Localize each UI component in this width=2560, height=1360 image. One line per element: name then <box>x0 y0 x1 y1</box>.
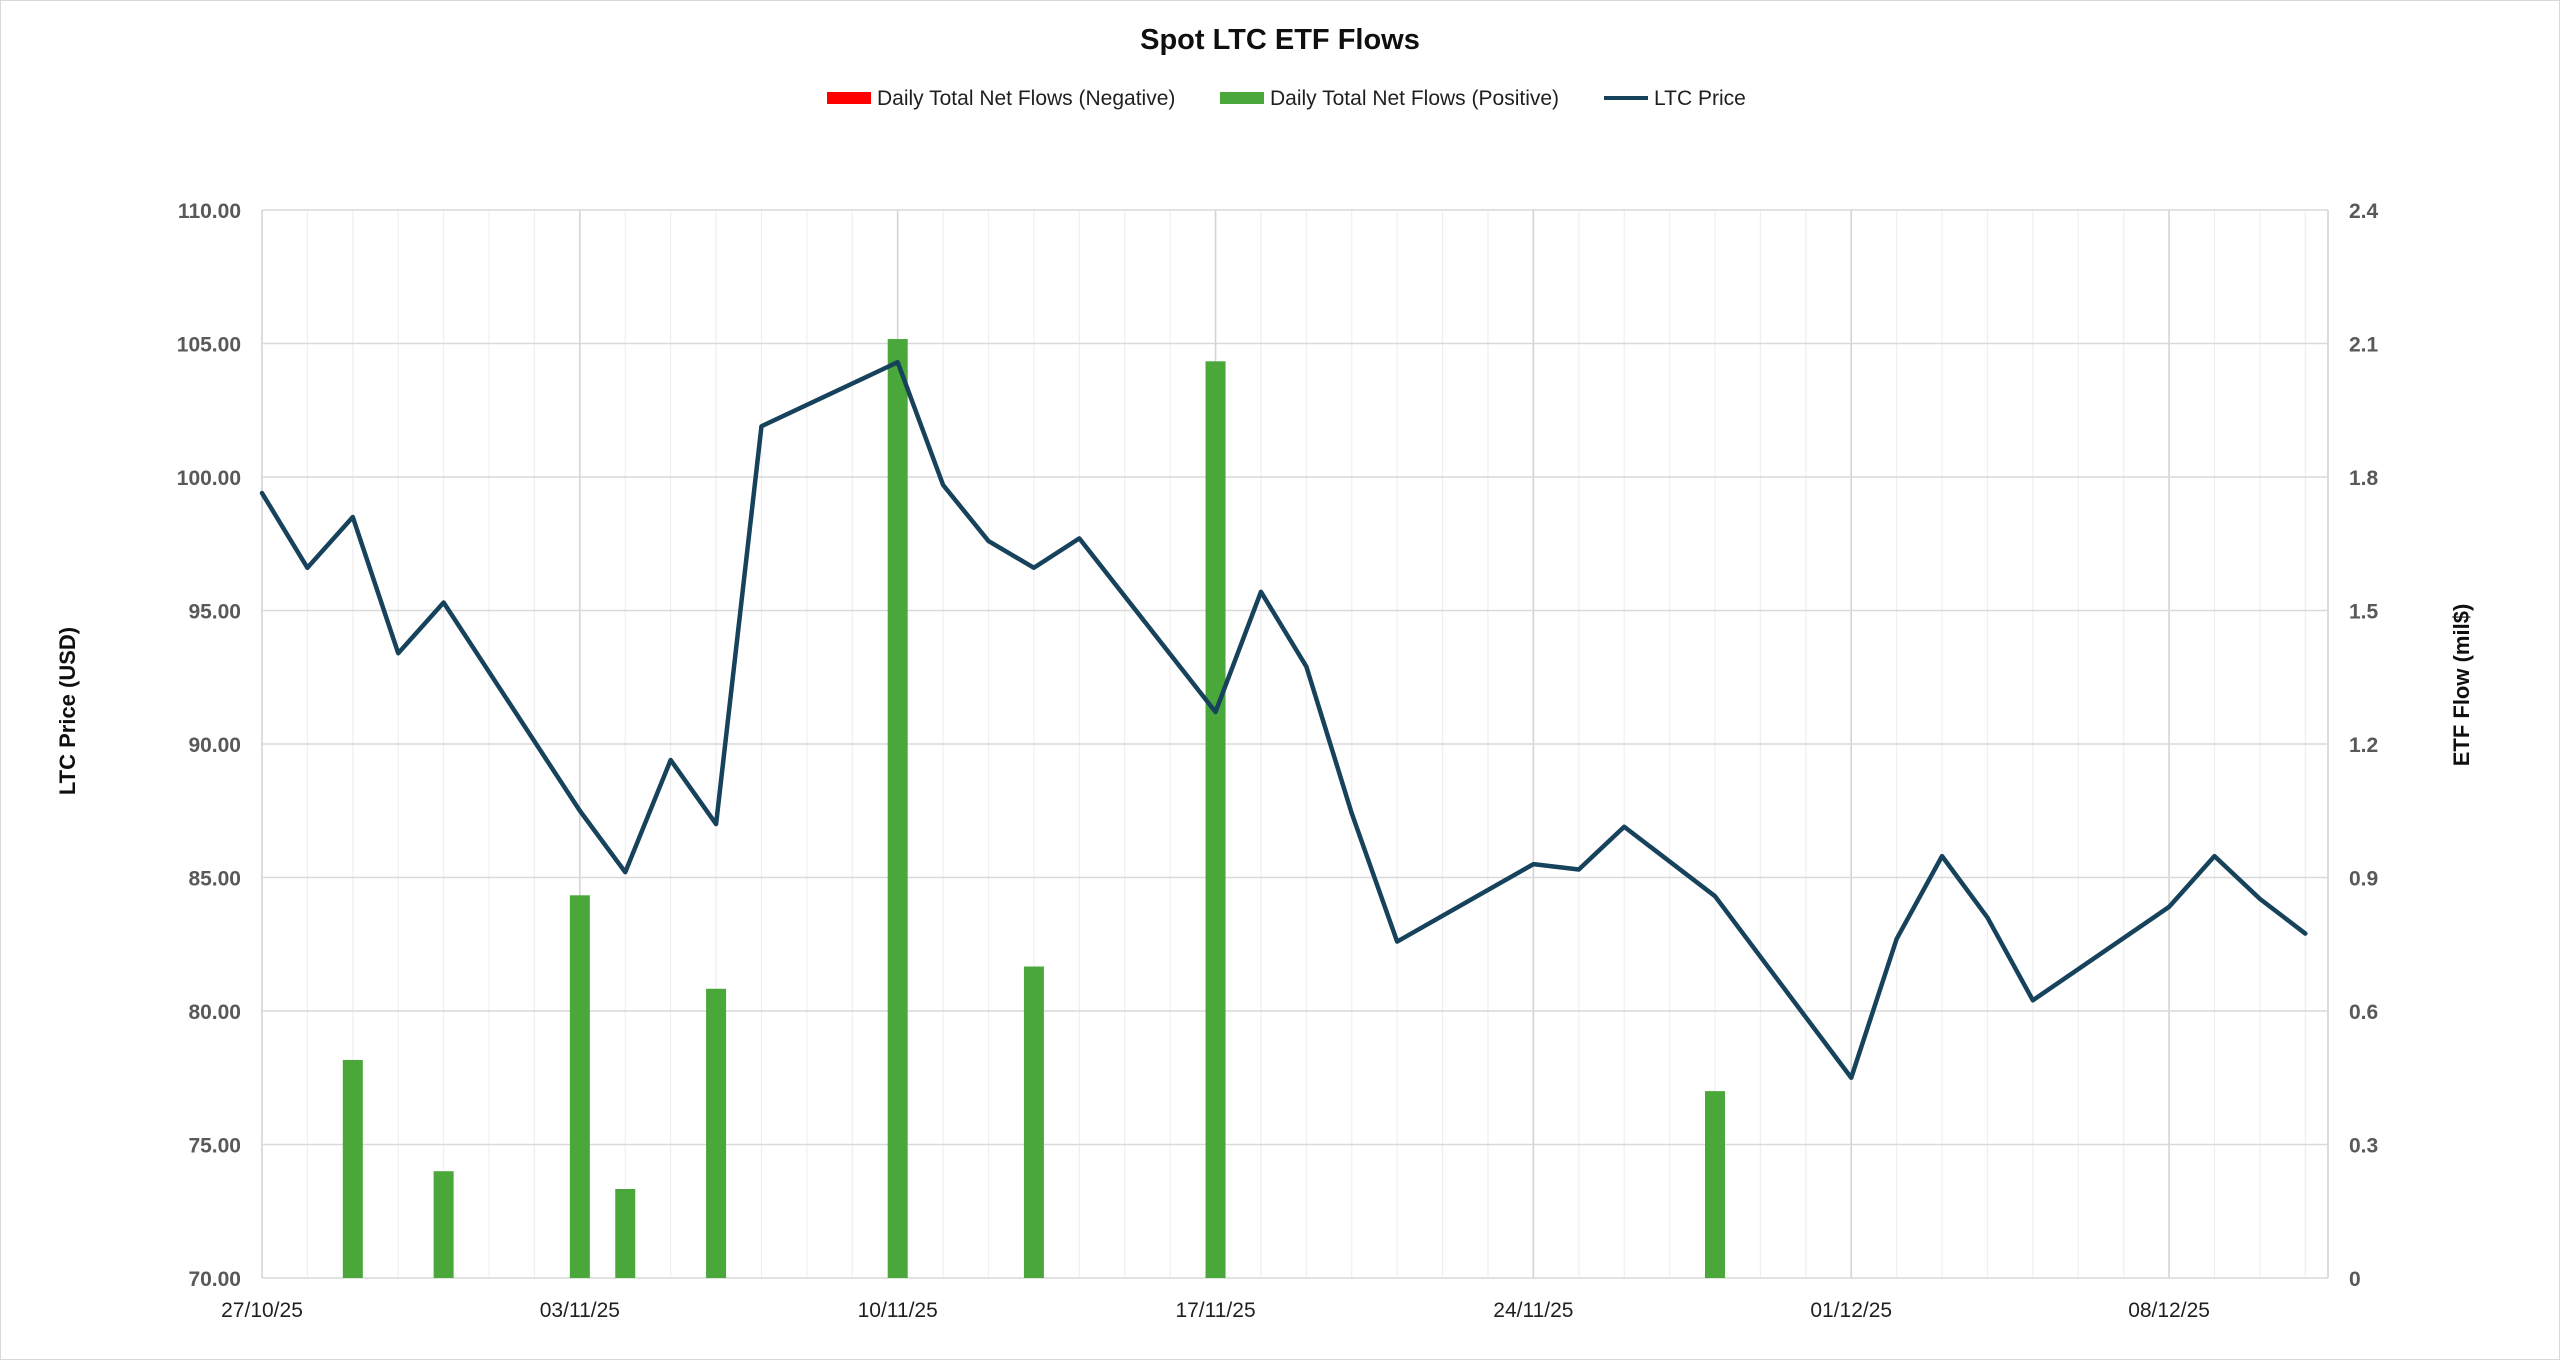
price-point <box>1531 862 1535 866</box>
price-point <box>396 651 400 655</box>
left-axis-title: LTC Price (USD) <box>55 627 80 795</box>
price-point <box>1622 825 1626 829</box>
flow-bars <box>342 339 1726 1278</box>
price-point <box>623 870 627 874</box>
right-tick-label: 1.2 <box>2349 734 2378 757</box>
legend: Daily Total Net Flows (Negative) Daily T… <box>827 87 1746 110</box>
right-tick-label: 0.6 <box>2349 1001 2378 1024</box>
price-line <box>259 359 2308 1080</box>
price-point <box>759 424 763 428</box>
x-tick-label: 17/11/25 <box>1175 1299 1255 1322</box>
price-point <box>1395 940 1399 944</box>
right-tick-label: 1.8 <box>2349 467 2379 490</box>
right-tick-label: 0.9 <box>2349 868 2378 891</box>
price-point <box>1032 566 1036 570</box>
price-point <box>2258 897 2262 901</box>
price-point <box>1304 665 1308 669</box>
right-tick-label: 2.1 <box>2349 334 2379 357</box>
right-tick-label: 0 <box>2349 1268 2361 1291</box>
price-point <box>1350 811 1354 815</box>
legend-label-negative: Daily Total Net Flows (Negative) <box>877 87 1175 110</box>
left-tick-label: 100.00 <box>177 467 241 490</box>
x-tick-label: 27/10/25 <box>221 1299 303 1322</box>
price-point <box>351 515 355 519</box>
price-line-path <box>259 359 2308 1080</box>
price-point <box>260 491 264 495</box>
right-tick-label: 0.3 <box>2349 1135 2378 1158</box>
price-point <box>578 809 582 813</box>
flow-bar-positive <box>887 339 908 1278</box>
left-tick-label: 80.00 <box>188 1001 241 1024</box>
price-point <box>1985 916 1989 920</box>
x-axis-ticks: 27/10/25 03/11/25 10/11/25 17/11/25 24/11/25… <box>221 1299 2210 1322</box>
legend-item-positive[interactable]: Daily Total Net Flows (Positive) <box>1220 87 1559 110</box>
x-tick-label: 10/11/25 <box>858 1299 938 1322</box>
price-point <box>2212 854 2216 858</box>
price-point <box>714 822 718 826</box>
legend-item-negative[interactable]: Daily Total Net Flows (Negative) <box>827 87 1175 110</box>
price-point <box>2303 932 2307 936</box>
right-axis-ticks: 0 0.3 0.6 0.9 1.2 1.5 1.8 2.1 2.4 <box>2349 200 2379 1291</box>
flow-bar-positive <box>1023 966 1044 1278</box>
price-point <box>2167 905 2171 909</box>
legend-label-positive: Daily Total Net Flows (Positive) <box>1270 87 1559 110</box>
legend-item-price[interactable]: LTC Price <box>1604 87 1746 110</box>
price-point <box>1214 710 1218 714</box>
flow-bar-positive <box>569 895 590 1278</box>
x-tick-label: 03/11/25 <box>540 1299 620 1322</box>
x-tick-label: 24/11/25 <box>1493 1299 1573 1322</box>
left-tick-label: 75.00 <box>188 1135 241 1158</box>
price-point <box>896 360 900 364</box>
price-point <box>941 483 945 487</box>
left-tick-label: 95.00 <box>188 601 241 624</box>
left-tick-label: 85.00 <box>188 868 241 891</box>
left-tick-label: 105.00 <box>177 334 241 357</box>
price-point <box>987 539 991 543</box>
right-tick-label: 2.4 <box>2349 200 2379 223</box>
price-point <box>1849 1076 1853 1080</box>
left-tick-label: 90.00 <box>188 734 241 757</box>
legend-swatch-negative <box>827 92 871 104</box>
price-point <box>1077 536 1081 540</box>
price-point <box>1713 894 1717 898</box>
right-tick-label: 1.5 <box>2349 601 2379 624</box>
left-tick-label: 70.00 <box>188 1268 241 1291</box>
flow-bar-positive <box>342 1059 363 1278</box>
price-point <box>669 758 673 762</box>
flow-bar-positive <box>433 1171 454 1278</box>
legend-swatch-positive <box>1220 92 1264 104</box>
flow-bar-positive <box>1205 361 1226 1278</box>
right-axis-title: ETF Flow (mil$) <box>2449 604 2474 767</box>
price-point <box>305 566 309 570</box>
legend-label-price: LTC Price <box>1654 87 1746 110</box>
x-tick-label: 01/12/25 <box>1810 1299 1892 1322</box>
price-point <box>2031 998 2035 1002</box>
chart-title: Spot LTC ETF Flows <box>1140 24 1420 56</box>
flow-bar-positive <box>1705 1091 1726 1278</box>
left-tick-label: 110.00 <box>178 200 241 223</box>
price-point <box>442 600 446 604</box>
price-point <box>1940 854 1944 858</box>
flow-bar-positive <box>706 988 727 1278</box>
flow-bar-positive <box>615 1189 636 1278</box>
price-point <box>1259 590 1263 594</box>
left-axis-ticks: 70.00 75.00 80.00 85.00 90.00 95.00 100.00 105.… <box>177 200 241 1291</box>
x-tick-label: 08/12/25 <box>2128 1299 2210 1322</box>
price-point <box>1577 867 1581 871</box>
price-point <box>1895 937 1899 941</box>
